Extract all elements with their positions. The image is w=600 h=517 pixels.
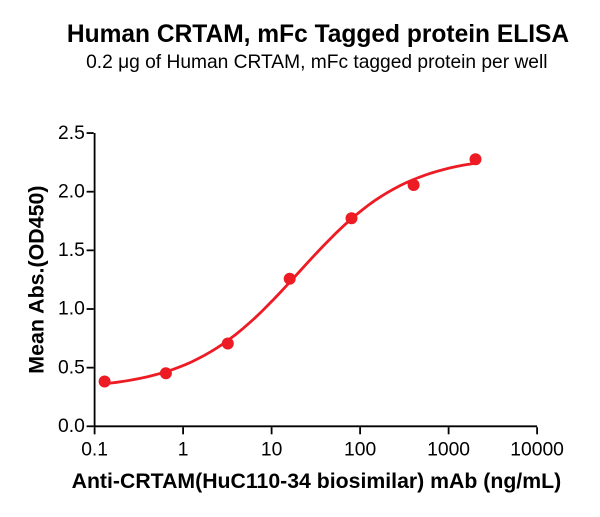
- svg-text:Mean Abs.(OD450): Mean Abs.(OD450): [25, 185, 49, 373]
- svg-text:1.0: 1.0: [58, 299, 85, 320]
- svg-text:Anti-CRTAM(HuC110-34 biosimila: Anti-CRTAM(HuC110-34 biosimilar) mAb (ng…: [72, 469, 562, 493]
- svg-text:10: 10: [261, 440, 282, 461]
- svg-text:1000: 1000: [427, 440, 470, 461]
- svg-text:0.0: 0.0: [58, 416, 85, 437]
- svg-text:2.5: 2.5: [58, 123, 85, 144]
- svg-text:2.0: 2.0: [58, 181, 85, 202]
- svg-text:1: 1: [178, 440, 189, 461]
- svg-text:Human CRTAM, mFc Tagged protei: Human CRTAM, mFc Tagged protein ELISA: [67, 21, 570, 48]
- svg-text:10000: 10000: [510, 440, 564, 461]
- svg-text:0.1: 0.1: [81, 440, 108, 461]
- svg-text:0.2 μg of Human CRTAM, mFc tag: 0.2 μg of Human CRTAM, mFc tagged protei…: [86, 52, 547, 73]
- svg-text:1.5: 1.5: [58, 240, 85, 261]
- svg-text:100: 100: [344, 440, 376, 461]
- svg-text:0.5: 0.5: [58, 357, 85, 378]
